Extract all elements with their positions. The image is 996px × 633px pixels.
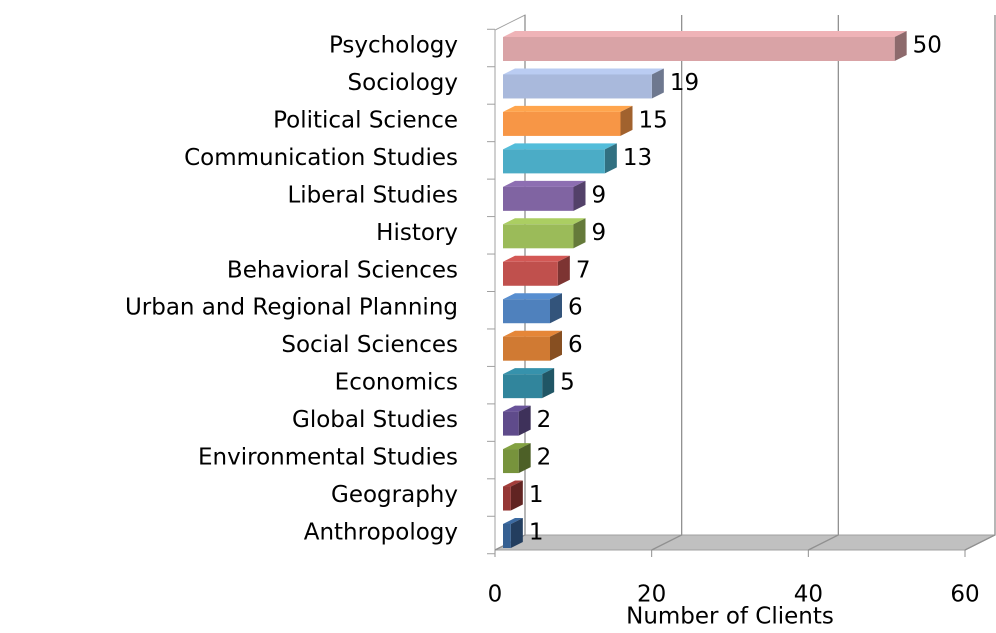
bar [503,68,664,99]
grid-line [651,15,683,551]
bar-top [503,330,562,337]
grid-line [964,15,996,551]
bar [503,255,570,286]
bar-top [503,405,531,412]
bar-side [604,143,617,174]
bar-front [503,486,511,511]
bar-front [503,449,519,474]
bar-top [503,180,586,187]
y-tick-label: Economics [335,370,458,396]
value-label: 7 [576,257,591,283]
bar-front [503,524,511,548]
bar-front [503,299,550,324]
bar [503,443,531,474]
bar [503,480,523,511]
bar-side [518,405,531,436]
bar-top [503,480,523,487]
bar [503,218,586,249]
value-label: 15 [639,107,668,133]
bar-side [510,518,523,548]
bar-front [503,411,519,436]
value-label: 6 [568,332,583,358]
bar-side [518,443,531,474]
bar [503,180,586,211]
y-tick-label: Sociology [348,70,458,96]
bar-side [550,330,562,361]
bar [503,105,633,136]
floor [494,534,996,551]
bar-front [503,224,574,249]
y-tick-label: Environmental Studies [198,445,458,471]
x-axis-title: Number of Clients [626,604,834,630]
x-tick-label: 40 [794,582,823,608]
value-label: 5 [560,370,575,396]
bar-front [503,37,895,61]
y-tick-label: Communication Studies [184,145,458,171]
x-tick-label: 60 [950,582,979,608]
y-tick-label: Geography [331,482,458,508]
bar-front [503,186,574,211]
y-tick-label: Political Science [273,107,458,133]
bar-front [503,374,543,399]
bar-side [510,480,523,511]
x-tick-label: 0 [488,582,503,608]
bar-front [503,74,652,99]
bar-top [503,443,531,450]
bar [503,293,562,324]
bar-top [503,293,562,300]
bar-front [503,336,550,361]
bar-top [503,105,633,112]
bar-front [503,261,558,286]
bar [503,330,562,361]
bar-top [503,368,555,375]
y-tick-label: Social Sciences [281,332,458,358]
value-label: 6 [568,295,583,321]
bar [503,518,523,548]
value-label: 2 [537,407,552,433]
bar [503,143,617,174]
bar-top [503,218,586,225]
bar-side [894,31,907,61]
bar-side [557,255,570,286]
value-label: 9 [592,220,607,246]
y-tick-label: Urban and Regional Planning [125,295,458,321]
y-tick-label: Anthropology [304,520,458,546]
y-tick-label: History [376,220,458,246]
y-tick-label: Behavioral Sciences [227,257,458,283]
value-label: 1 [529,520,544,546]
value-label: 13 [623,145,652,171]
bar-side [550,293,562,324]
bar-front [503,149,605,174]
value-label: 9 [592,182,607,208]
bar-side [573,218,586,249]
bar-top [503,518,523,524]
bar [503,368,555,399]
y-tick-label: Global Studies [292,407,458,433]
bar [503,31,907,61]
bar-top [503,255,570,262]
value-label: 2 [537,445,552,471]
y-tick-label: Liberal Studies [287,182,458,208]
bar-side [651,68,664,99]
x-tick-label: 20 [637,582,666,608]
bar-top [503,31,907,37]
value-label: 50 [913,33,942,59]
bar-top [503,143,617,150]
value-label: 19 [670,70,699,96]
bar-top [503,68,664,75]
bar-front [503,111,621,136]
grid-line [808,15,839,551]
bar-side [542,368,555,399]
bar-side [573,180,586,211]
y-tick-label: Psychology [329,33,458,59]
value-label: 1 [529,482,544,508]
bar-side [620,105,633,136]
bar [503,405,531,436]
